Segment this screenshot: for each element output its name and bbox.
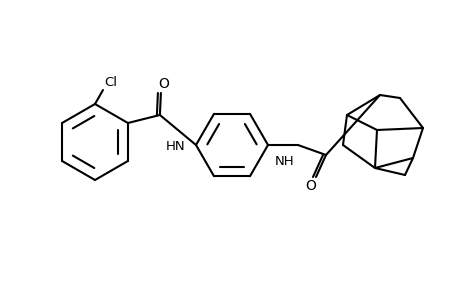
Text: HN: HN — [166, 140, 185, 153]
Text: Cl: Cl — [104, 76, 117, 89]
Text: NH: NH — [274, 155, 294, 168]
Text: O: O — [158, 77, 169, 91]
Text: O: O — [305, 179, 316, 193]
